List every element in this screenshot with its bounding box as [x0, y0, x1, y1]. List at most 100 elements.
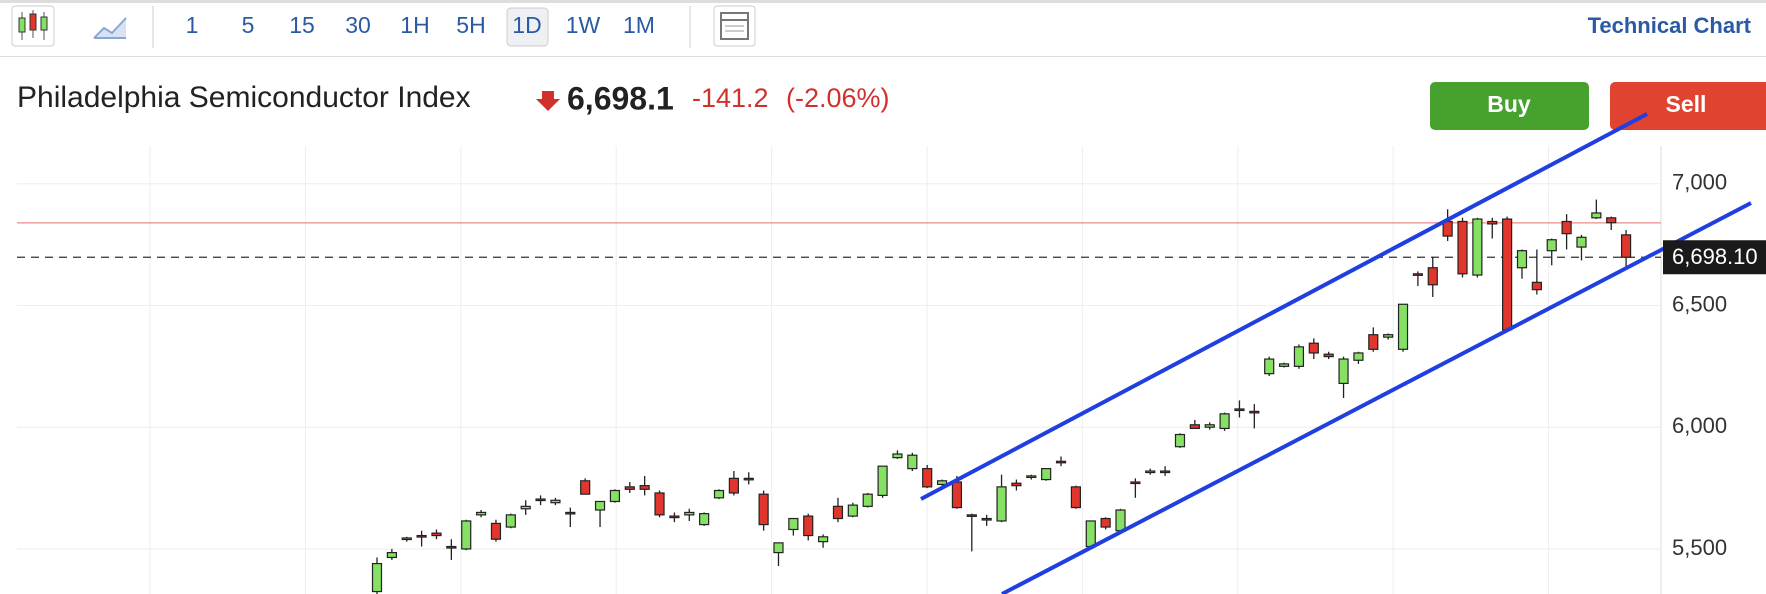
candle-body	[639, 485, 650, 490]
candle-body	[1204, 424, 1215, 428]
candle-body	[594, 500, 606, 511]
candle-body	[728, 477, 739, 494]
candle-body	[1531, 281, 1542, 291]
candle-body	[936, 480, 948, 486]
y-tick-label: 6,500	[1672, 291, 1727, 316]
candle-body	[713, 489, 725, 499]
candle-body	[669, 515, 680, 519]
channel-lower	[1001, 201, 1752, 594]
candle-body	[1189, 424, 1200, 430]
sell-button[interactable]: Sell	[1610, 82, 1766, 130]
candle-body	[1308, 342, 1319, 354]
candle-body	[699, 513, 710, 526]
layout-icon[interactable]	[713, 5, 756, 47]
candle-icon[interactable]	[11, 5, 55, 47]
candle-body	[1145, 470, 1156, 474]
candle-body	[1427, 267, 1438, 286]
interval[interactable]: 5H	[456, 12, 485, 38]
candle-body	[1130, 481, 1141, 485]
candle-body	[1338, 358, 1349, 384]
candle-body	[654, 492, 665, 516]
candle-body	[862, 493, 873, 507]
candle-body	[1070, 486, 1081, 509]
candle-body	[416, 534, 427, 538]
candle-body	[520, 505, 531, 510]
candle-body	[505, 514, 516, 528]
technical-chart-link[interactable]: Technical Chart	[1588, 13, 1752, 38]
candle-body	[580, 480, 591, 495]
interval[interactable]: 1M	[623, 12, 655, 38]
down-arrow	[536, 91, 560, 111]
candle-body	[1561, 220, 1572, 235]
candle-body	[1442, 220, 1453, 237]
plot: 5,500 6,000 6,500 7,000	[17, 146, 1727, 594]
interval[interactable]: 15	[289, 12, 315, 38]
candle-body	[1085, 520, 1096, 548]
candle-body	[1174, 433, 1186, 448]
candle-body	[386, 552, 397, 559]
candle-body	[773, 542, 784, 554]
candle-body	[624, 486, 635, 490]
candle-body	[1487, 220, 1498, 225]
candle-body	[743, 477, 754, 481]
interval[interactable]: 1D	[512, 12, 541, 38]
candle-body	[1249, 410, 1260, 414]
candle-body	[1041, 468, 1052, 481]
candle-body	[1397, 303, 1409, 350]
candle-body	[892, 453, 903, 459]
candle-body	[907, 454, 918, 470]
candle-body	[951, 481, 963, 509]
candle-body	[1576, 236, 1587, 248]
buy-label[interactable]: Buy	[1487, 91, 1531, 117]
candle-body	[1234, 408, 1245, 412]
candle-body	[1353, 352, 1364, 361]
candle-body	[1264, 358, 1275, 375]
candle-body	[475, 511, 487, 516]
candle-body	[847, 504, 858, 517]
price: 6,698.1	[567, 80, 674, 116]
price-tag-label: 6,698.10	[1672, 244, 1758, 269]
candle-body	[1472, 218, 1483, 276]
candle-body	[1502, 218, 1513, 331]
candle-body	[922, 468, 933, 488]
candle-body	[490, 522, 502, 540]
candle-body	[1100, 517, 1111, 528]
line-icon[interactable]	[93, 17, 127, 39]
y-tick-label: 7,000	[1672, 170, 1727, 195]
candle-body	[1026, 475, 1037, 479]
candle-body	[1323, 353, 1334, 358]
interval[interactable]: 1H	[400, 12, 429, 38]
candle-body	[788, 517, 799, 531]
selected-interval	[506, 7, 549, 47]
candle-body	[1412, 273, 1424, 276]
interval[interactable]: 5	[242, 12, 255, 38]
change-pct: (-2.06%)	[786, 83, 890, 113]
candle-body	[966, 514, 977, 517]
channel-upper	[920, 112, 1648, 501]
candle-body	[1011, 482, 1022, 487]
candle-body	[1219, 413, 1230, 430]
instrument-name: Philadelphia Semiconductor Index	[17, 81, 471, 114]
candle-body	[817, 536, 829, 543]
interval[interactable]: 30	[345, 12, 371, 38]
candle-body	[1591, 212, 1602, 219]
buy-button[interactable]: Buy	[1430, 82, 1589, 130]
candle-body	[431, 532, 442, 537]
sell-label[interactable]: Sell	[1666, 91, 1707, 117]
candle-body	[1278, 363, 1290, 367]
candle-body	[758, 493, 769, 526]
candle-body	[1055, 460, 1067, 464]
candle-body	[877, 465, 888, 496]
interval[interactable]: 1	[186, 12, 199, 38]
candle-body	[996, 486, 1007, 522]
candle-body	[1457, 220, 1468, 275]
candle-body	[609, 489, 621, 503]
candle-body	[1516, 250, 1528, 269]
candle-body	[803, 515, 814, 537]
candle-body	[461, 520, 472, 550]
price-tag-box	[1663, 240, 1766, 275]
candle-body	[371, 562, 383, 593]
interval[interactable]: 1W	[566, 12, 601, 38]
change: -141.2	[692, 83, 769, 113]
